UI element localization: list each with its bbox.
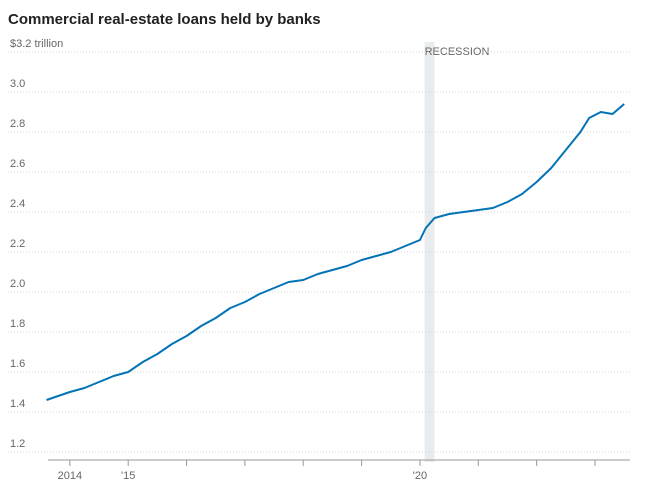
x-tick-label: '15 <box>121 470 135 482</box>
recession-label: RECESSION <box>425 46 490 58</box>
x-tick-label: '20 <box>413 470 427 482</box>
y-tick-label: 2.4 <box>10 198 25 210</box>
y-tick-label: 2.0 <box>10 278 25 290</box>
y-tick-label: 2.6 <box>10 158 25 170</box>
y-tick-label: 3.0 <box>10 78 25 90</box>
y-tick-label: $3.2 trillion <box>10 38 63 50</box>
recession-band <box>424 42 435 462</box>
x-tick-label: 2014 <box>58 470 82 482</box>
y-tick-label: 2.2 <box>10 238 25 250</box>
y-tick-label: 1.8 <box>10 318 25 330</box>
data-line <box>46 103 625 401</box>
y-tick-label: 1.4 <box>10 398 25 410</box>
y-tick-label: 1.2 <box>10 438 25 450</box>
y-tick-label: 1.6 <box>10 358 25 370</box>
chart-title: Commercial real-estate loans held by ban… <box>8 11 321 28</box>
y-tick-label: 2.8 <box>10 118 25 130</box>
